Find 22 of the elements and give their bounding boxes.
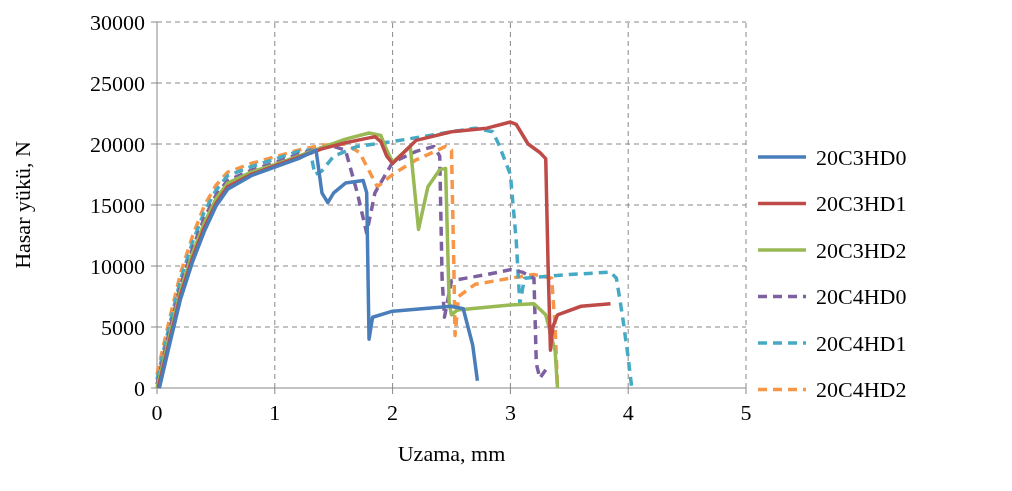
x-tick-label: 2 [387, 400, 399, 425]
legend-label: 20C3HD0 [816, 144, 907, 170]
legend-label: 20C3HD1 [816, 191, 907, 217]
legend-label: 20C4HD2 [816, 377, 907, 403]
y-tick-label: 15000 [90, 192, 145, 218]
y-tick-label: 10000 [90, 253, 145, 279]
x-tick-label: 5 [740, 400, 752, 425]
x-tick-label: 0 [151, 400, 163, 425]
x-tick-label: 1 [269, 400, 281, 425]
legend-label: 20C4HD0 [816, 284, 907, 310]
legend-label: 20C4HD1 [816, 330, 907, 356]
legend-label: 20C3HD2 [816, 237, 907, 263]
x-tick-label: 3 [504, 400, 516, 425]
line-series [157, 148, 480, 390]
y-tick-label: 20000 [90, 131, 145, 157]
y-tick-label: 5000 [101, 314, 145, 340]
y-tick-label: 0 [134, 375, 145, 401]
x-tick-label: 4 [622, 400, 634, 425]
y-tick-label: 30000 [90, 9, 145, 35]
x-axis-title: Uzama, mm [397, 441, 506, 466]
y-tick-label: 25000 [90, 70, 145, 96]
y-axis-title: Hasar yükü, N [10, 141, 35, 269]
